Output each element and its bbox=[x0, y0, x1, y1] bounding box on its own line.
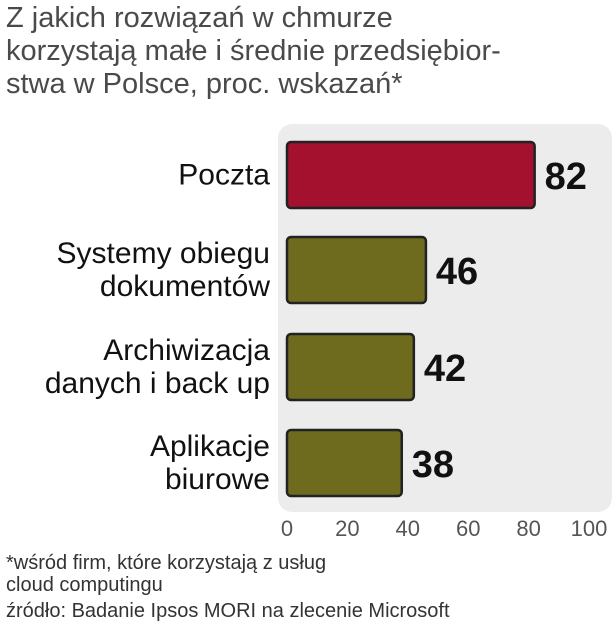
value-label: 38 bbox=[412, 444, 454, 486]
plot-background bbox=[278, 124, 612, 512]
value-label: 82 bbox=[545, 156, 587, 198]
x-tick-label: 40 bbox=[396, 516, 420, 541]
bar bbox=[285, 332, 416, 402]
value-label: 46 bbox=[436, 251, 478, 293]
x-tick-label: 0 bbox=[281, 516, 293, 541]
x-tick-label: 60 bbox=[456, 516, 480, 541]
category-label: Poczta bbox=[178, 158, 270, 192]
x-tick-label: 80 bbox=[516, 516, 540, 541]
category-label: Systemy obiegu dokumentów bbox=[56, 237, 270, 303]
x-tick-label: 100 bbox=[571, 516, 608, 541]
category-label: Aplikacje biurowe bbox=[149, 430, 270, 496]
value-label: 42 bbox=[424, 348, 466, 390]
chart-title: Z jakich rozwiązań w chmurze korzystają … bbox=[6, 2, 501, 100]
category-label: Archiwizacja danych i back up bbox=[44, 334, 270, 400]
bar bbox=[285, 428, 404, 498]
bar bbox=[285, 140, 536, 210]
source: źródło: Badanie Ipsos MORI na zlecenie M… bbox=[6, 600, 450, 622]
bar bbox=[285, 235, 428, 305]
x-tick-label: 20 bbox=[335, 516, 359, 541]
footnote: *wśród firm, które korzystają z usług cl… bbox=[6, 552, 327, 596]
